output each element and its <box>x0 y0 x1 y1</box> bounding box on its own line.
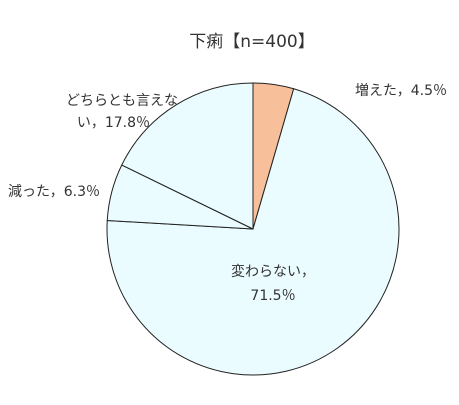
label-undecided-line1: どちらとも言えな <box>66 93 178 109</box>
label-undecided-line2: い，17.8％ <box>77 115 150 131</box>
pie-slices <box>106 82 400 376</box>
label-increased: 増えた，4.5％ <box>355 83 447 99</box>
slice-unchanged <box>106 88 400 376</box>
label-unchanged-line2: 71.5％ <box>250 288 295 304</box>
chart-title: 下痢【n=400】 <box>189 32 314 52</box>
slice-undecided <box>121 82 254 230</box>
label-decreased: 減った，6.3％ <box>8 183 100 200</box>
label-unchanged-line1: 変わらない， <box>231 263 315 280</box>
